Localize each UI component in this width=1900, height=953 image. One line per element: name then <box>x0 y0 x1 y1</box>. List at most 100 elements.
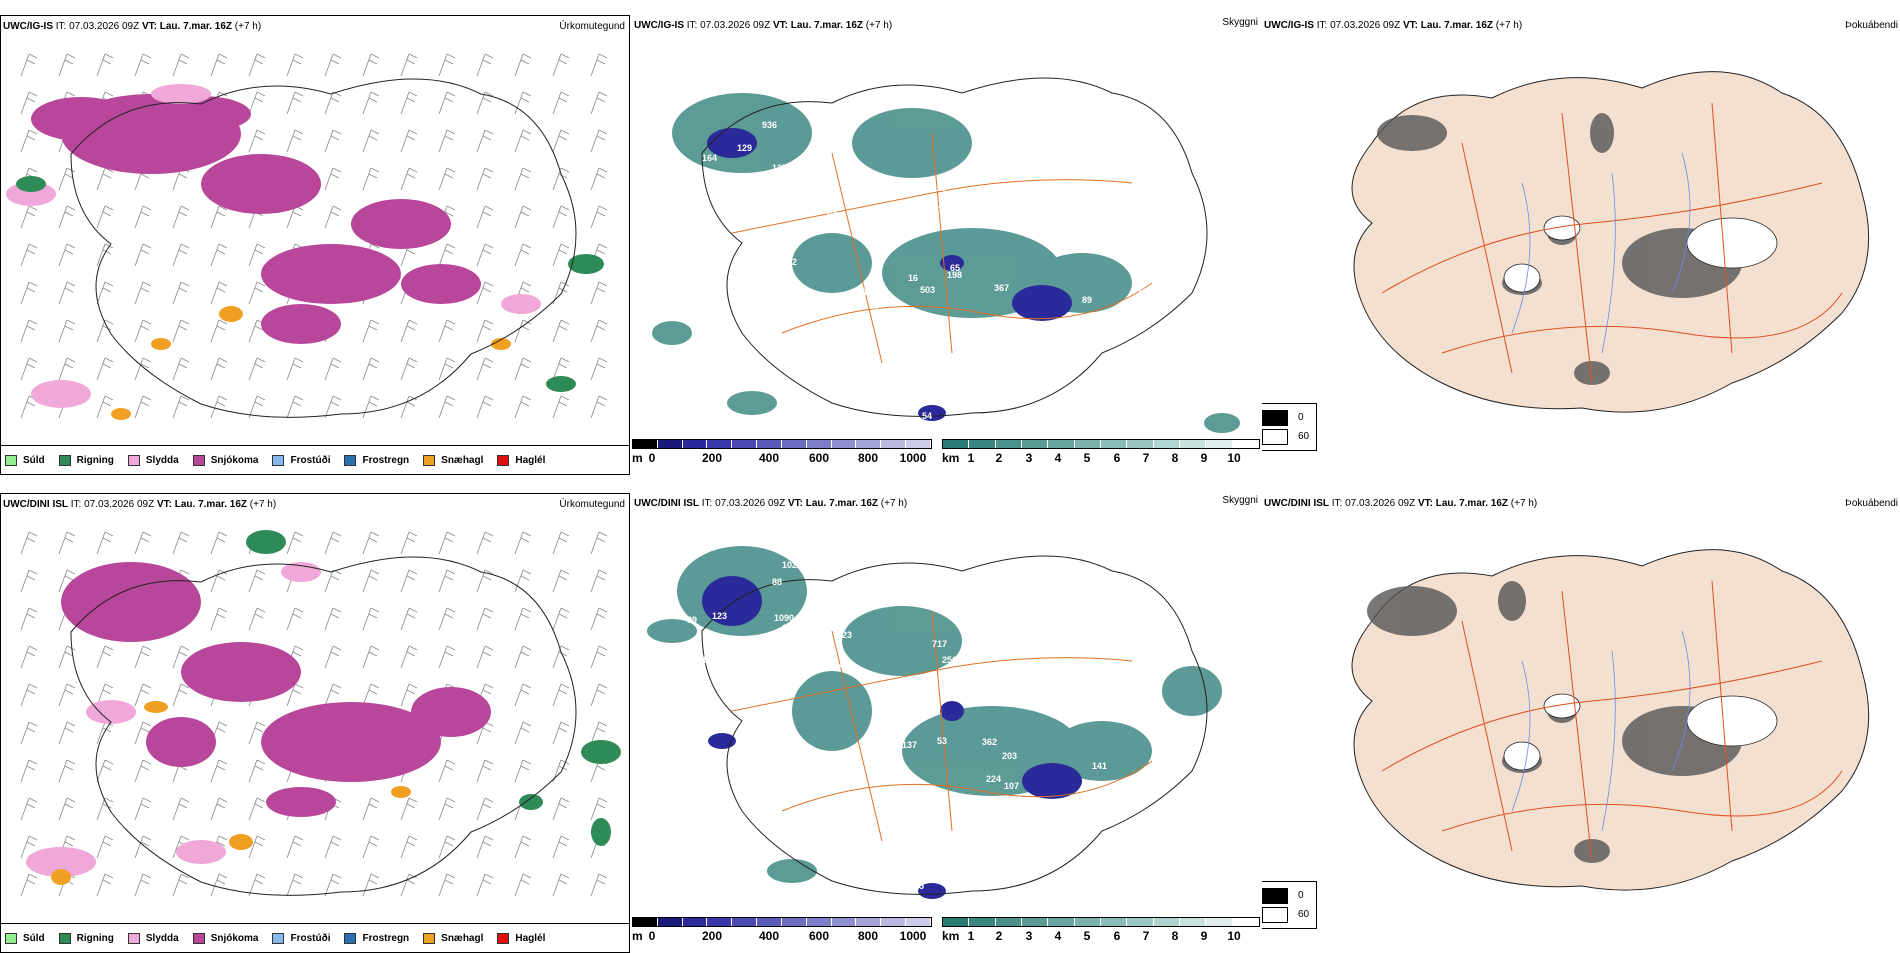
visibility-value-label: 936 <box>762 120 777 130</box>
tick: 3 <box>1025 929 1033 943</box>
tick: 800 <box>857 929 879 943</box>
visibility-value-label: 95 <box>914 881 924 891</box>
visibility-value-label: 732 <box>912 197 927 207</box>
unit-m: m <box>632 929 643 943</box>
visibility-value-label: 102 <box>782 560 797 570</box>
visibility-value-label: 2 <box>792 257 797 267</box>
visibility-value-label: 158 <box>812 613 827 623</box>
low-visibility-patches <box>702 576 1082 899</box>
tick: 400 <box>758 451 780 465</box>
unit-km: km <box>942 929 960 943</box>
visibility-value-label: 556 <box>962 665 977 675</box>
visibility-value-label: 362 <box>982 737 997 747</box>
legend-item-frostudi: Frostúði <box>272 454 330 466</box>
visibility-value-label: 701 <box>938 205 953 215</box>
legend-item-haglel: Haglél <box>497 932 545 944</box>
visibility-value-label: 74 <box>1017 323 1027 333</box>
tick: 8 <box>1171 451 1179 465</box>
tick: 4 <box>1054 929 1062 943</box>
colorbar-km-bar <box>942 439 1260 449</box>
visibility-value-label: 347 <box>848 357 863 367</box>
glacier-areas <box>1503 693 1778 771</box>
visibility-value-label: 146 <box>900 903 915 911</box>
glacier-areas <box>1503 215 1778 293</box>
visibility-value-label: 76 <box>1137 287 1147 297</box>
visibility-value-label: 1090 <box>774 613 794 623</box>
visibility-value-label: 288 <box>957 820 972 830</box>
legend-item-sudd: Súld <box>5 454 45 466</box>
panel-variable-label: Úrkomutegund <box>559 21 625 32</box>
unit-km: km <box>942 451 960 465</box>
visibility-panel-top: UWC/IG-IS IT: 07.03.2026 09Z VT: Lau. 7.… <box>632 15 1262 475</box>
visibility-value-label: 170 <box>1149 709 1164 719</box>
visibility-value-label: 15 <box>898 387 908 397</box>
visibility-value-label: 34 <box>1049 812 1059 822</box>
visibility-value-label: 384 <box>922 365 937 375</box>
tick: 600 <box>808 929 830 943</box>
panel-title: UWC/DINI ISL IT: 07.03.2026 09Z VT: Lau.… <box>3 499 277 510</box>
visibility-value-label: 168 <box>702 655 717 665</box>
panel-variable-label: Þokuábendi <box>1845 498 1898 509</box>
visibility-value-label: 65 <box>950 263 960 273</box>
fog-legend-label: 60 <box>1298 909 1310 920</box>
legend-item-snjokoma: Snjókoma <box>192 454 258 466</box>
visibility-value-label: 150 <box>782 670 797 680</box>
visibility-km-colorbar: km 1 2 3 4 5 6 7 8 9 10 <box>942 917 1260 947</box>
panel-title: UWC/IG-IS IT: 07.03.2026 09Z VT: Lau. 7.… <box>3 21 262 32</box>
visibility-value-label: 88 <box>772 577 782 587</box>
visibility-value-label: 97 <box>827 210 837 220</box>
panel-variable-label: Skyggni <box>1222 495 1258 506</box>
iceland-land <box>1351 71 1870 413</box>
visibility-value-label: 89 <box>1082 295 1092 305</box>
visibility-value-label: 219 <box>1153 725 1168 735</box>
visibility-value-label: 137 <box>902 740 917 750</box>
visibility-value-label: 39 <box>687 615 697 625</box>
fog-legend: 0 60 <box>1262 881 1317 929</box>
visibility-value-label: 452 <box>672 195 687 205</box>
fog-legend-swatch-60 <box>1262 907 1288 923</box>
rain-patches <box>16 176 604 392</box>
tick: 10 <box>1227 451 1241 465</box>
tick: 1000 <box>899 929 927 943</box>
tick: 1 <box>967 929 975 943</box>
tick: 2 <box>995 929 1003 943</box>
rivers <box>1511 152 1691 354</box>
visibility-value-label: 540 <box>934 370 949 380</box>
visibility-value-label: 82 <box>894 883 904 893</box>
sleet-patches <box>6 84 541 408</box>
visibility-value-label: 16 <box>908 273 918 283</box>
fog-index-map <box>1351 71 1870 413</box>
iceland-land <box>1351 549 1870 891</box>
low-visibility-patches <box>707 128 1072 421</box>
legend-item-frostregn: Frostregn <box>344 454 409 466</box>
visibility-value-label: 116 <box>742 175 757 185</box>
visibility-value-label: 141 <box>1092 761 1107 771</box>
panel-variable-label: Úrkomutegund <box>559 499 625 510</box>
visibility-value-label: 203 <box>1002 751 1017 761</box>
visibility-value-label: 37 <box>902 864 912 874</box>
tick: 7 <box>1142 451 1150 465</box>
snow-patches <box>61 562 491 817</box>
road-network <box>731 610 1153 842</box>
visibility-m-colorbar: m 0 200 400 600 800 1000 <box>632 439 932 469</box>
legend-item-frostregn: Frostregn <box>344 932 409 944</box>
visibility-value-label: 46 <box>862 287 872 297</box>
visibility-value-label: 789 <box>850 317 865 327</box>
precip-type-map <box>6 53 608 420</box>
tick: 800 <box>857 451 879 465</box>
fog-legend-label: 0 <box>1298 890 1304 901</box>
tick: 6 <box>1113 451 1121 465</box>
precip-type-legend: Súld Rigning Slydda Snjókoma Frostúði Fr… <box>1 445 629 474</box>
tick: 200 <box>701 929 723 943</box>
iceland-outline <box>70 556 577 896</box>
visibility-value-label: 110 <box>932 183 947 193</box>
visibility-value-label: 54 <box>922 411 932 421</box>
tick: 9 <box>1200 451 1208 465</box>
fog-legend-swatch-60 <box>1262 429 1288 445</box>
snow-pellet-patches <box>111 306 511 420</box>
visibility-value-label: 244 <box>832 117 847 127</box>
visibility-value-label: 123 <box>712 611 727 621</box>
